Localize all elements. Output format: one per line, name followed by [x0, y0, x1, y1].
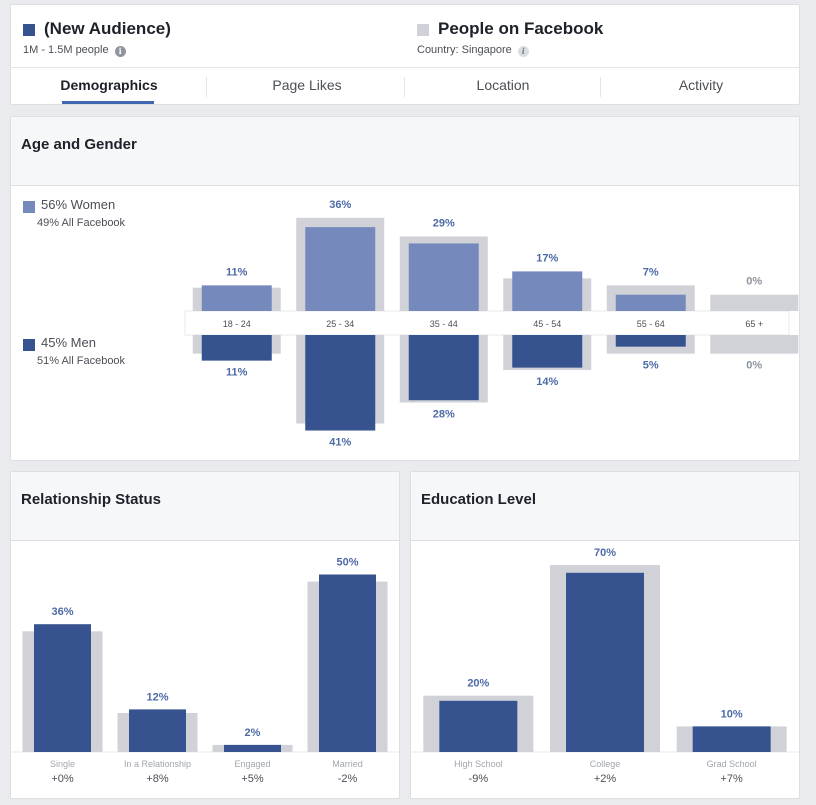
active-tab-underline [62, 101, 154, 104]
info-italic-icon[interactable]: i [517, 46, 529, 57]
category-label: In a Relationship [124, 759, 191, 769]
women-bar [615, 294, 686, 311]
value-bar [224, 744, 281, 752]
age-tick-label: 55 - 64 [637, 319, 665, 329]
value-label: 50% [336, 557, 358, 569]
value-label: 20% [467, 678, 489, 690]
age-gender-chart: 11% 11% 18 - 24 36% 41% 25 - 34 29% 28% 35 - 44 1… [184, 199, 799, 449]
category-label: Married [332, 759, 363, 769]
men-bar [305, 335, 376, 431]
tab-label: Location [476, 77, 530, 93]
category-label: Grad School [707, 759, 757, 769]
men-legend-label: 45% Men [41, 335, 96, 350]
women-value-label: 7% [643, 266, 659, 278]
category-label: Engaged [234, 759, 270, 769]
women-bar [512, 271, 583, 311]
value-bar [34, 624, 91, 752]
relationship-chart: 36% Single +0% 12% In a Relationship +8% 2% Eng… [11, 557, 399, 785]
women-legend-label: 56% Women [41, 197, 116, 212]
men-bar [512, 335, 583, 368]
value-bar [129, 709, 186, 752]
value-label: 10% [721, 708, 743, 720]
age-axis-band [184, 310, 790, 336]
diff-label: +5% [241, 773, 264, 785]
women-value-label: 29% [433, 217, 455, 229]
tab-bar: Demographics Page Likes Location Activit… [11, 67, 799, 105]
relationship-card: Relationship Status 36% Single +0% 12% In a … [10, 471, 400, 799]
audience-size-text: 1M - 1.5M people [23, 44, 109, 56]
value-label: 12% [146, 691, 168, 703]
age-gender-card: Age and Gender 56% Women 49% All Faceboo… [10, 116, 800, 461]
category-label: High School [454, 759, 503, 769]
tab-label: Activity [678, 77, 724, 93]
relationship-title: Relationship Status [11, 472, 399, 541]
men-swatch [23, 339, 35, 351]
education-card: Education Level 20% High School -9% 70% Coll… [410, 471, 800, 799]
women-bar [408, 243, 479, 311]
value-bar [692, 726, 771, 752]
comparison-country: Country: Singapore i [417, 44, 529, 57]
audience-header-card: (New Audience) 1M - 1.5M people i People … [10, 4, 800, 105]
men-bar [408, 335, 479, 401]
men-bar [201, 335, 272, 361]
tab-activity[interactable]: Activity [603, 68, 799, 106]
comparison-color-swatch [417, 24, 429, 36]
men-bar [615, 335, 686, 347]
value-bar [439, 700, 518, 752]
men-baseline-bar [710, 335, 799, 354]
age-tick-label: 25 - 34 [326, 319, 354, 329]
diff-label: -2% [338, 773, 358, 785]
tab-location[interactable]: Location [405, 68, 601, 106]
tab-demographics[interactable]: Demographics [11, 68, 207, 106]
women-value-label: 11% [226, 266, 248, 278]
men-value-label: 41% [329, 437, 351, 449]
women-value-label: 0% [746, 276, 762, 288]
tab-page-likes[interactable]: Page Likes [209, 68, 405, 106]
women-baseline-label: 49% All Facebook [37, 217, 126, 229]
men-baseline-label: 51% All Facebook [37, 355, 126, 367]
info-icon[interactable]: i [114, 46, 126, 57]
women-bar [201, 285, 272, 311]
women-value-label: 36% [329, 199, 351, 211]
age-tick-label: 18 - 24 [223, 319, 251, 329]
audience-size: 1M - 1.5M people i [23, 44, 126, 57]
tab-label: Page Likes [272, 77, 342, 93]
audience-name: (New Audience) [44, 19, 171, 38]
men-value-label: 5% [643, 360, 659, 372]
education-chart: 20% High School -9% 70% College +2% 10% Grad Sc… [411, 547, 799, 785]
men-value-label: 14% [536, 376, 558, 388]
age-tick-label: 35 - 44 [430, 319, 458, 329]
diff-label: -9% [469, 773, 489, 785]
age-tick-label: 45 - 54 [533, 319, 561, 329]
category-label: College [590, 759, 621, 769]
diff-label: +0% [51, 773, 74, 785]
value-label: 2% [245, 727, 261, 739]
diff-label: +2% [594, 773, 617, 785]
comparison-name: People on Facebook [438, 19, 604, 38]
value-label: 70% [594, 547, 616, 559]
value-bar [319, 574, 376, 752]
women-bar [305, 227, 376, 311]
men-value-label: 0% [746, 360, 762, 372]
age-tick-label: 65 + [745, 319, 763, 329]
tab-label: Demographics [60, 77, 158, 93]
audience-color-swatch [23, 24, 35, 36]
men-value-label: 11% [226, 367, 248, 379]
value-label: 36% [51, 606, 73, 618]
value-bar [566, 572, 644, 752]
diff-label: +7% [721, 773, 744, 785]
age-gender-title: Age and Gender [11, 117, 799, 186]
comparison-country-text: Country: Singapore [417, 44, 512, 56]
men-value-label: 28% [433, 409, 455, 421]
women-baseline-bar [710, 294, 799, 311]
education-title: Education Level [411, 472, 799, 541]
diff-label: +8% [146, 773, 169, 785]
women-value-label: 17% [536, 252, 558, 264]
women-swatch [23, 201, 35, 213]
category-label: Single [50, 759, 75, 769]
